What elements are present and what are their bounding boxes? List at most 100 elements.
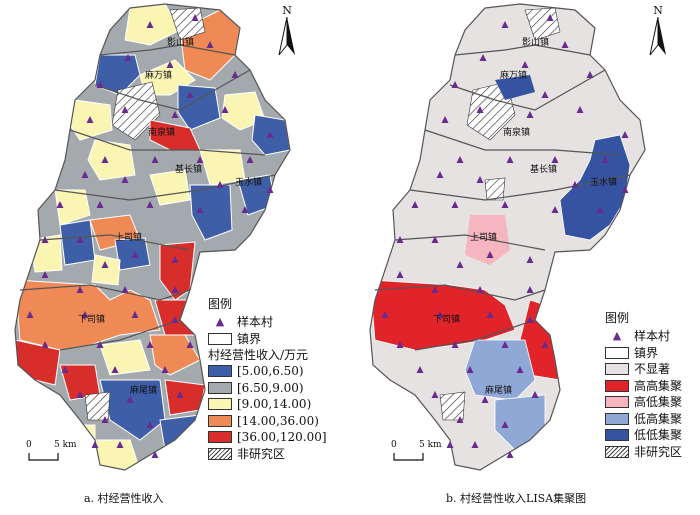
sample-village-marker (171, 256, 179, 263)
sample-village-marker (116, 441, 124, 448)
sample-village-marker (501, 341, 509, 348)
sample-village-marker (551, 156, 559, 163)
sample-village-marker (146, 201, 154, 208)
sample-village-marker (121, 106, 129, 113)
legend-swatch (208, 365, 232, 378)
sample-village-marker (171, 111, 179, 118)
town-boundaries-b (369, 3, 646, 471)
sample-village-marker (191, 14, 199, 21)
sample-village-marker (526, 111, 534, 118)
legend-non-study-b: 非研究区 (605, 444, 682, 461)
legend-non-study-label-a: 非研究区 (237, 446, 286, 461)
sample-village-marker (576, 106, 584, 113)
north-label-b: N (653, 4, 663, 17)
legend-class-map_b-3: 低高集聚 (605, 411, 682, 428)
legend-sample-village-label-b: 样本村 (634, 329, 671, 344)
legend-class-label: [6.50,9.00) (237, 380, 304, 395)
sample-village-marker (451, 341, 459, 348)
sample-village-marker (186, 341, 194, 348)
sample-village-marker (186, 91, 194, 98)
town-label: 麻万镇 (145, 69, 172, 81)
hatch-swatch (605, 445, 629, 458)
town-label: 南泉镇 (503, 126, 530, 138)
sample-village-marker (416, 366, 424, 373)
sample-village-marker (124, 54, 132, 61)
town-label: 麻万镇 (500, 69, 527, 81)
legend-town-boundary-a: 镇界 (208, 331, 327, 348)
sample-village-marker (456, 156, 464, 163)
sample-village-marker (476, 286, 484, 293)
sample-village-marker (526, 286, 534, 293)
sample-village-marker (151, 451, 159, 458)
legend-town-boundary-b: 镇界 (605, 345, 682, 362)
legend-class-label: 低低集聚 (634, 428, 683, 443)
sample-village-marker (206, 41, 214, 48)
legend-class-map_b-1: 高高集聚 (605, 378, 682, 395)
legend-class-map_a-3: [14.00,36.00) (208, 413, 327, 430)
town-label: 南泉镇 (148, 126, 175, 138)
north-label-a: N (282, 4, 292, 17)
legend-swatch (208, 414, 232, 427)
sample-village-marker (101, 156, 109, 163)
scale-bar-a: 0 5 km (26, 440, 88, 462)
legend-class-label: [14.00,36.00) (237, 413, 319, 428)
sample-village-marker (436, 171, 444, 178)
town-label: 玉水镇 (590, 176, 617, 188)
sample-village-marker (441, 116, 449, 123)
sample-village-marker (121, 176, 129, 183)
legend-swatch (605, 396, 629, 409)
sample-village-marker (76, 286, 84, 293)
map-panel-b: 影山镇 麻万镇 南泉镇 基长镇 玉水镇 上司镇 下司镇 麻尾镇 N 图例 ▲ 样本村 镇界 不… (355, 0, 700, 475)
sample-village-marker (146, 341, 154, 348)
sample-village-marker (541, 341, 549, 348)
sample-village-marker (91, 441, 99, 448)
sample-village-marker (41, 271, 49, 278)
legend-class-map_a-4: [36.00,120.00] (208, 429, 327, 446)
sample-village-marker (621, 131, 629, 138)
sample-village-marker (96, 201, 104, 208)
caption-a: a. 村经营性收入 (84, 492, 164, 505)
legend-class-label: [9.00,14.00) (237, 397, 312, 412)
sample-village-marker (81, 171, 89, 178)
legend-class-label: 不显著 (634, 362, 671, 377)
sample-village-marker (76, 236, 84, 243)
north-arrow-icon (649, 17, 666, 56)
legend-swatch (605, 412, 629, 425)
legend-class-map_a-1: [6.50,9.00) (208, 380, 327, 397)
caption-b: b. 村经营性收入LISA集聚图 (446, 492, 587, 505)
north-arrow-icon (278, 17, 295, 56)
sample-village-marker (479, 54, 487, 61)
scale-zero-a: 0 (26, 440, 32, 450)
sample-village-marker (101, 261, 109, 268)
sample-village-marker (456, 261, 464, 268)
legend-swatch (605, 429, 629, 442)
sample-village-marker (166, 61, 174, 68)
sample-village-marker (41, 236, 49, 243)
legend-sample-village-b: ▲ 样本村 (605, 328, 682, 345)
town-boundaries-a (14, 3, 291, 471)
scale-bar-line-b (393, 453, 424, 461)
sample-village-marker (486, 251, 494, 258)
sample-village-marker (431, 391, 439, 398)
sample-village-marker (96, 341, 104, 348)
sample-village-marker (101, 416, 109, 423)
sample-village-marker (516, 366, 524, 373)
sample-village-marker (521, 61, 529, 68)
sample-village-marker (501, 21, 509, 28)
sample-village-marker (446, 441, 454, 448)
legend-town-boundary-label-a: 镇界 (237, 331, 262, 346)
scale-zero-b: 0 (391, 440, 397, 450)
legend-non-study-label-b: 非研究区 (634, 444, 683, 459)
legend-class-map_b-0: 不显著 (605, 361, 682, 378)
legend-swatch (605, 379, 629, 392)
scale-dist-b: 5 km (419, 440, 442, 450)
sample-village-marker (266, 186, 274, 193)
sample-village-marker (506, 156, 514, 163)
legend-class-map_a-2: [9.00,14.00) (208, 396, 327, 413)
legend-class-map_b-4: 低低集聚 (605, 427, 682, 444)
sample-village-marker (411, 201, 419, 208)
sample-village-markers-a (26, 14, 274, 458)
sample-village-marker (396, 271, 404, 278)
legend-swatch (208, 431, 232, 444)
